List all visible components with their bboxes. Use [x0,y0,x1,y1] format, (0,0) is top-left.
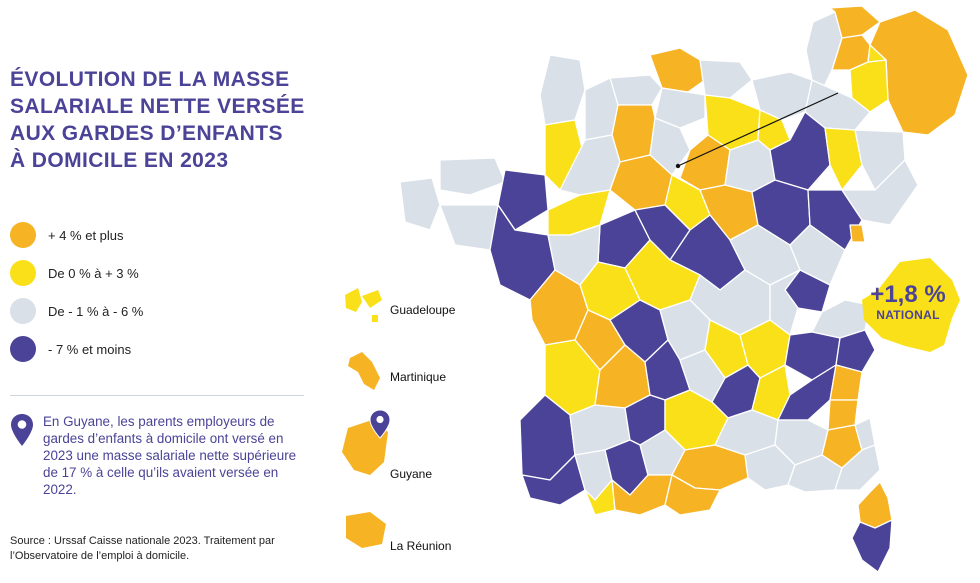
legend-swatch-grey [10,298,36,324]
department-manche [539,54,586,126]
department-loiret [649,117,691,176]
martinique-label: Martinique [390,370,447,384]
note-text: En Guyane, les parents employeurs de gar… [43,414,297,497]
martinique-shape [348,352,380,390]
guadeloupe-label: Guadeloupe [390,303,456,317]
department-paris-ring [867,44,887,63]
department-cotes-darmor [439,157,506,196]
la-reunion-shape [346,512,386,548]
legend-label: De - 1 % à - 6 % [48,304,144,319]
department-vosges [841,159,919,226]
legend-swatch-purple [10,336,36,362]
department-finistere [399,177,441,231]
department-ille-et-vilaine [497,169,549,231]
national-badge: +1,8 % NATIONAL [868,281,948,323]
guadeloupe-shape [345,288,382,322]
department-corse-du-sud [851,519,893,573]
department-haute-corse [857,481,893,529]
department-eure [699,59,753,99]
map-pin-icon [11,414,33,446]
department-orne [654,87,706,129]
department-doubs [789,224,846,286]
department-territoire-belfort [849,224,866,243]
paris-leader-line [677,92,839,167]
national-silhouette [862,258,960,352]
guyane-label: Guyane [390,467,433,481]
department-ariege [611,474,673,516]
department-isere [829,364,863,401]
paris-dot [675,163,681,169]
national-value: +1,8 % [870,281,946,308]
mainland-departments [399,5,969,573]
divider [10,395,304,396]
department-meuse [824,127,863,191]
title-line: SALARIALE NETTE VERSÉE [10,95,305,118]
title-line: ÉVOLUTION DE LA MASSE [10,68,290,91]
department-eure-et-loir [611,104,656,163]
department-calvados [609,74,663,106]
source-text: Source : Urssaf Caisse nationale 2023. T… [10,535,275,562]
guyane-pin-icon [369,409,391,439]
map-title: ÉVOLUTION DE LA MASSE SALARIALE NETTE VE… [10,66,330,174]
department-savoie [835,329,876,373]
department-pyrenees-orientales [664,474,721,516]
legend-label: - 7 % et moins [48,342,132,357]
title-line: AUX GARDES D’ENFANTS [10,122,283,145]
legend-label: + 4 % et plus [48,228,124,243]
la-reunion-label: La Réunion [390,539,452,553]
legend-swatch-yellow [10,260,36,286]
title-line: À DOMICILE EN 2023 [10,149,229,172]
national-label: NATIONAL [876,308,940,322]
france-map [342,5,969,573]
legend-label: De 0 % à + 3 % [48,266,139,281]
department-var [834,444,881,491]
legend-swatch-orange [10,222,36,248]
